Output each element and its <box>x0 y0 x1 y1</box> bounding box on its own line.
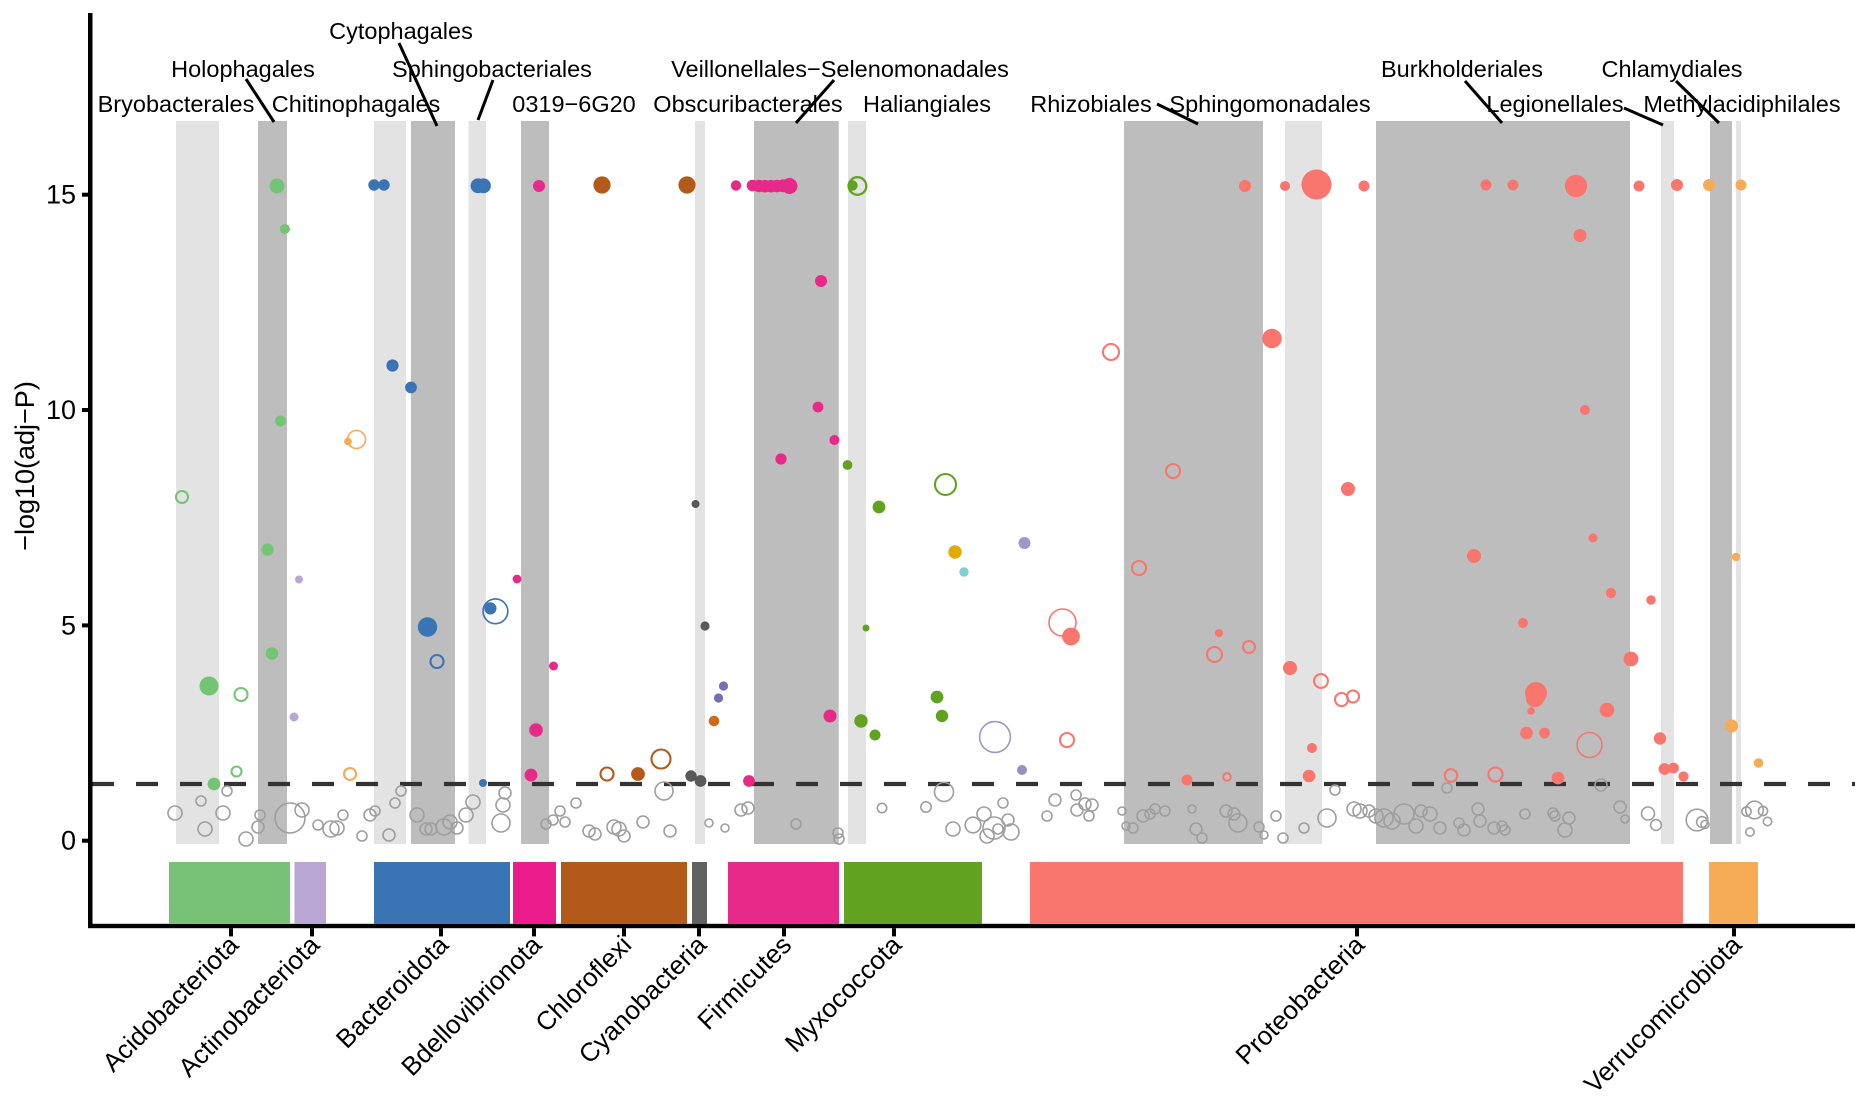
svg-text:Methylacidiphilales: Methylacidiphilales <box>1643 91 1840 117</box>
svg-text:−log10(adj−P): −log10(adj−P) <box>10 381 40 551</box>
svg-text:Cytophagales: Cytophagales <box>329 18 473 44</box>
svg-text:Bryobacterales: Bryobacterales <box>98 91 255 117</box>
svg-text:15: 15 <box>46 180 76 210</box>
svg-text:Sphingobacteriales: Sphingobacteriales <box>392 56 592 82</box>
svg-text:Legionellales: Legionellales <box>1486 91 1623 117</box>
svg-text:0: 0 <box>61 826 76 856</box>
svg-text:Sphingomonadales: Sphingomonadales <box>1169 91 1370 117</box>
svg-text:Burkholderiales: Burkholderiales <box>1381 56 1543 82</box>
svg-text:0319−6G20: 0319−6G20 <box>512 91 636 117</box>
svg-text:Obscuribacterales: Obscuribacterales <box>653 91 842 117</box>
svg-text:Veillonellales−Selenomonadales: Veillonellales−Selenomonadales <box>671 56 1009 82</box>
svg-text:Holophagales: Holophagales <box>171 56 315 82</box>
svg-text:Haliangiales: Haliangiales <box>863 91 991 117</box>
svg-text:Chitinophagales: Chitinophagales <box>272 91 441 117</box>
svg-text:10: 10 <box>46 395 76 425</box>
svg-text:Rhizobiales: Rhizobiales <box>1030 91 1151 117</box>
svg-text:5: 5 <box>61 610 76 640</box>
svg-text:Chlamydiales: Chlamydiales <box>1601 56 1742 82</box>
